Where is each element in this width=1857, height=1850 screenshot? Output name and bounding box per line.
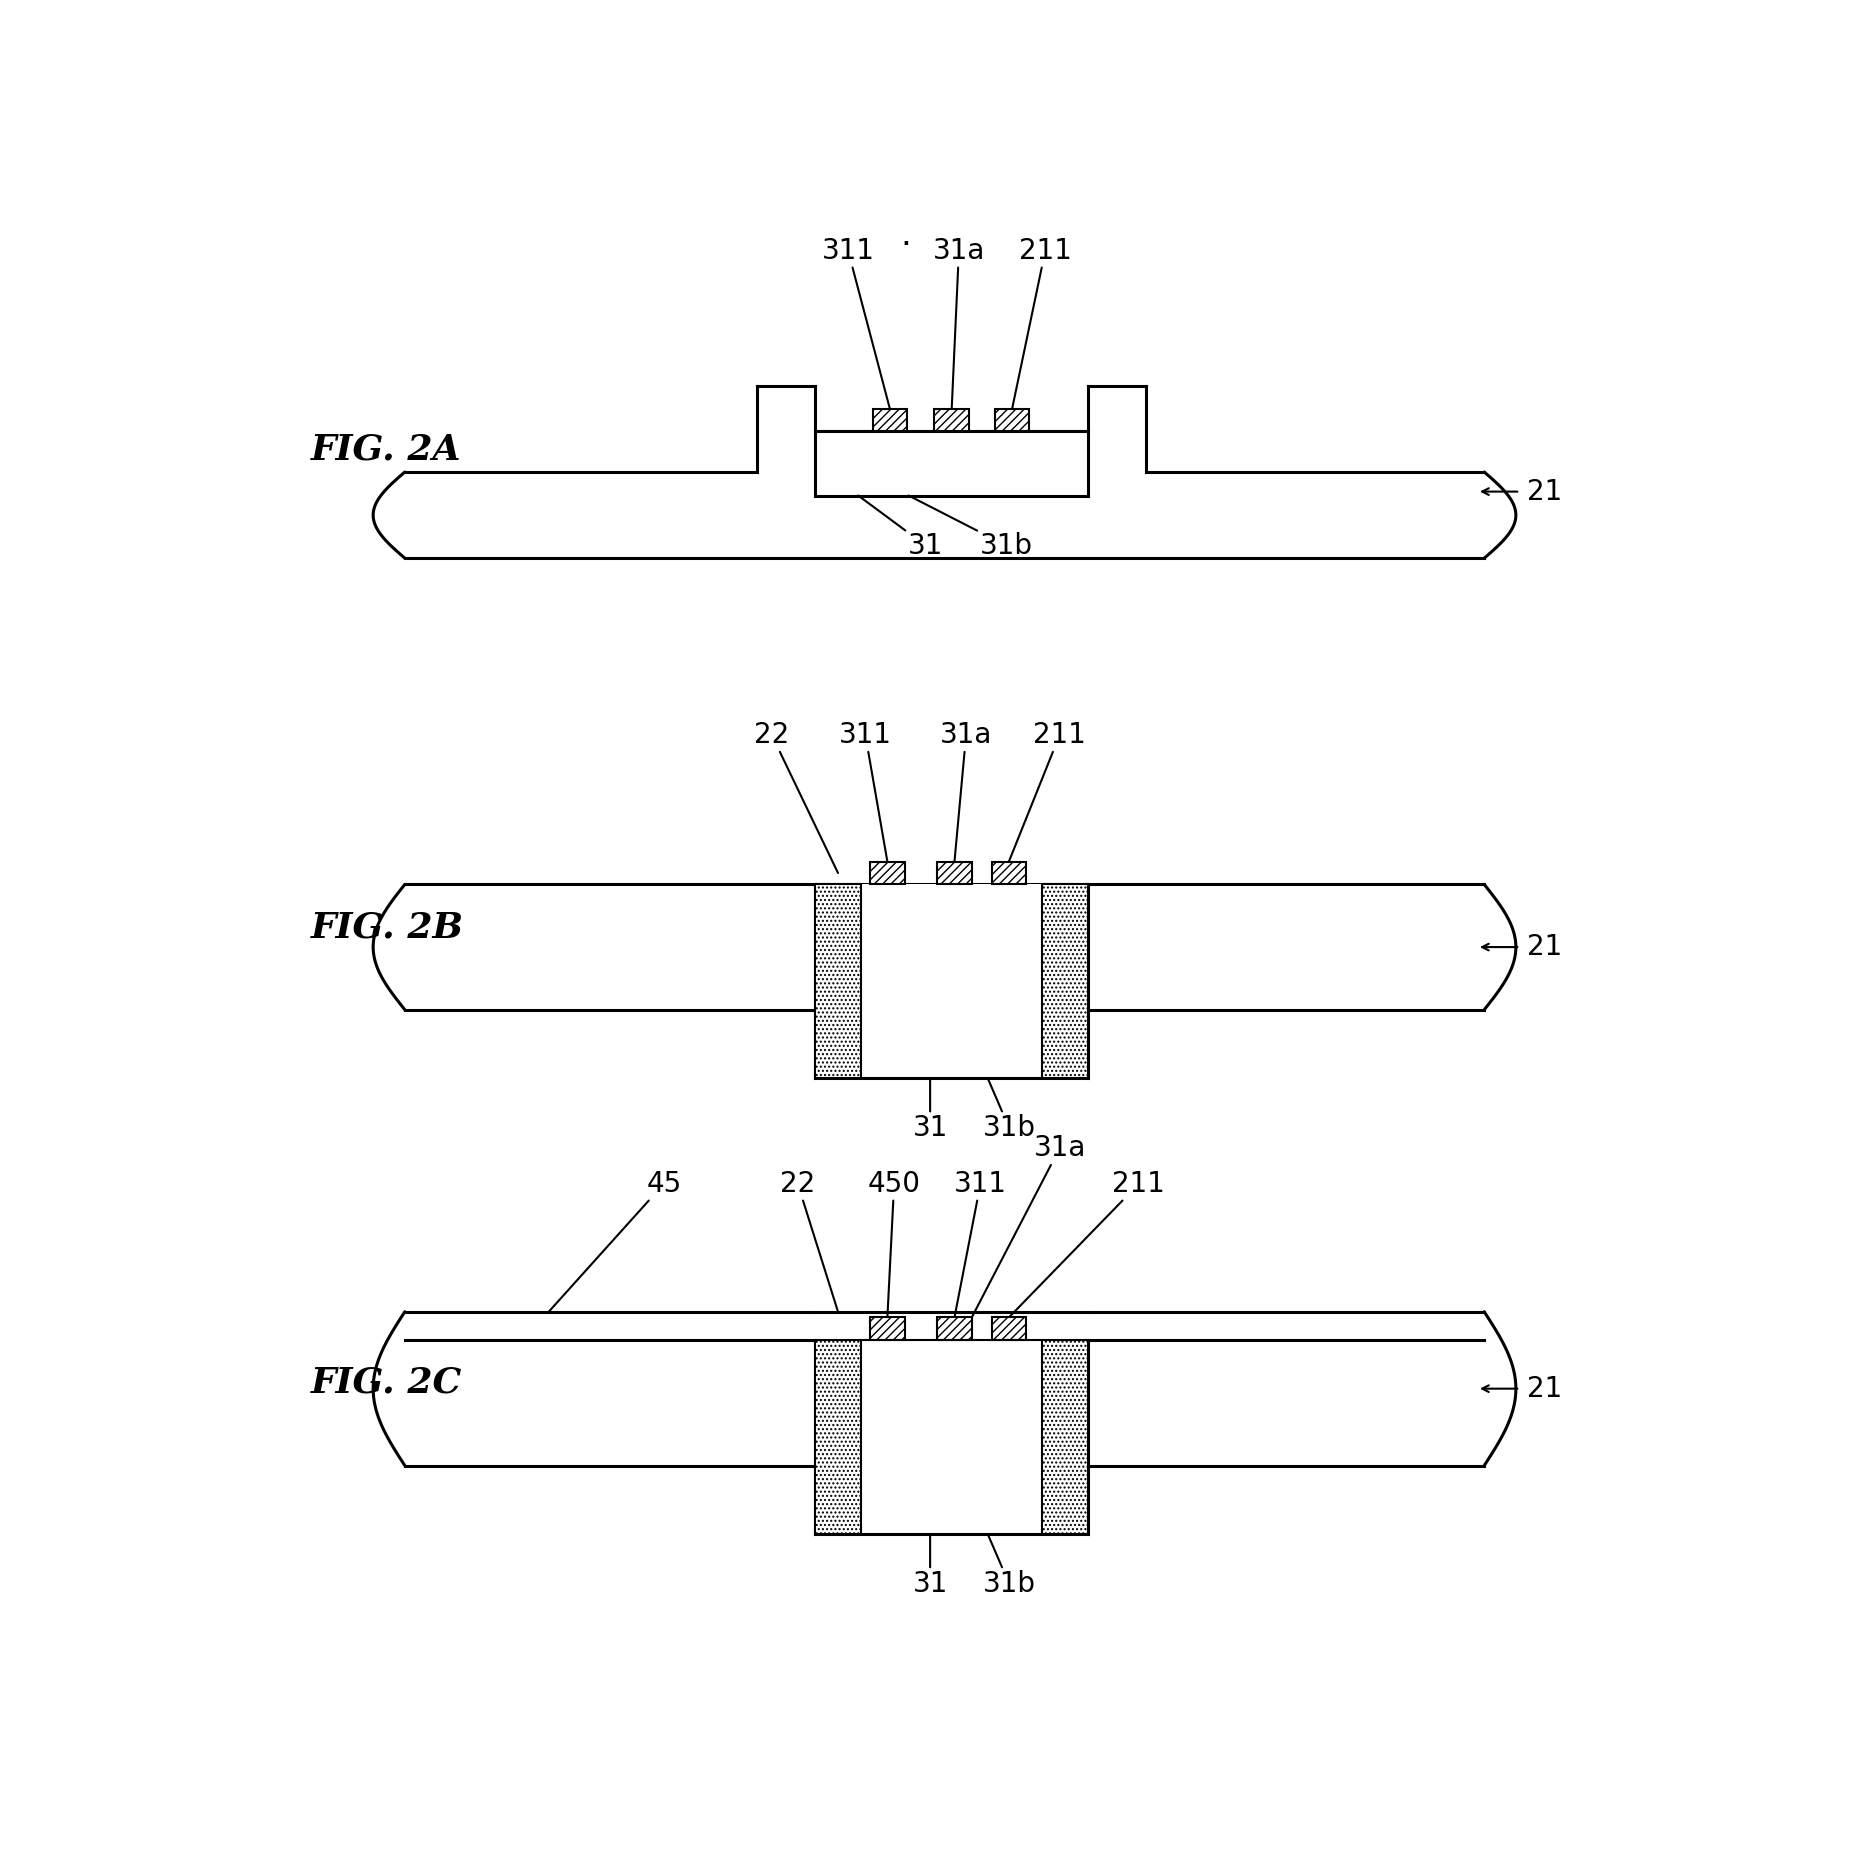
Text: 22: 22 (780, 1169, 838, 1312)
Polygon shape (873, 409, 906, 431)
Polygon shape (815, 1339, 862, 1534)
Polygon shape (862, 1312, 1042, 1339)
Polygon shape (815, 431, 1088, 496)
Polygon shape (938, 862, 971, 884)
Text: 311: 311 (839, 722, 891, 862)
Text: 450: 450 (867, 1169, 921, 1317)
Polygon shape (992, 862, 1027, 884)
Text: 211: 211 (1012, 237, 1071, 409)
Text: 45: 45 (550, 1169, 682, 1312)
Polygon shape (1042, 1339, 1088, 1534)
Text: 211: 211 (1008, 1169, 1164, 1317)
Text: FIG. 2C: FIG. 2C (312, 1365, 462, 1400)
Polygon shape (405, 1312, 815, 1339)
Polygon shape (405, 1312, 1484, 1465)
Text: 21: 21 (1526, 477, 1562, 505)
Polygon shape (871, 862, 904, 884)
Text: 311: 311 (954, 1169, 1006, 1317)
Polygon shape (934, 409, 969, 431)
Text: 31: 31 (912, 1534, 947, 1598)
Text: 31a: 31a (932, 237, 984, 409)
Text: ·: · (901, 229, 912, 263)
Text: 31b: 31b (908, 496, 1032, 559)
Polygon shape (815, 884, 1088, 1079)
Text: 31: 31 (858, 496, 943, 559)
Polygon shape (405, 884, 1484, 1010)
Polygon shape (815, 1339, 1088, 1534)
Text: FIG. 2B: FIG. 2B (312, 910, 464, 944)
Text: 311: 311 (821, 237, 890, 409)
Polygon shape (871, 1317, 904, 1339)
Polygon shape (992, 1317, 1027, 1339)
Text: 21: 21 (1526, 932, 1562, 960)
Polygon shape (815, 884, 862, 1079)
Text: 31: 31 (912, 1079, 947, 1141)
Polygon shape (405, 387, 1484, 559)
Text: 22: 22 (754, 722, 838, 873)
Text: 31b: 31b (982, 1534, 1036, 1598)
Polygon shape (1042, 884, 1088, 1079)
Text: 31a: 31a (971, 1134, 1086, 1317)
Text: 31a: 31a (940, 722, 992, 862)
Polygon shape (938, 1317, 971, 1339)
Text: FIG. 2A: FIG. 2A (312, 433, 462, 466)
Text: 31b: 31b (982, 1079, 1036, 1141)
Polygon shape (995, 409, 1029, 431)
Polygon shape (1088, 1312, 1484, 1339)
Text: 211: 211 (1008, 722, 1086, 862)
Text: 21: 21 (1526, 1375, 1562, 1402)
